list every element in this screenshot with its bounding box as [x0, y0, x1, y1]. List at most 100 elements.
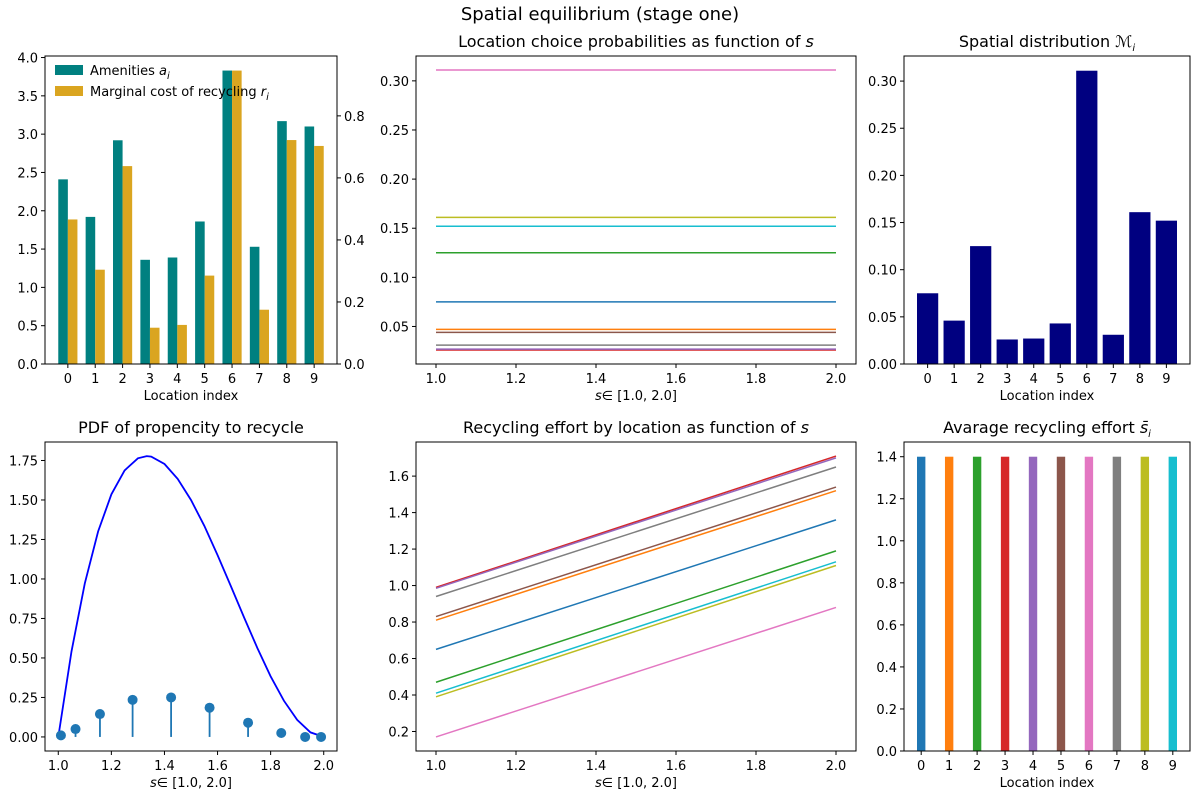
- bar-marginal-cost-9: [314, 145, 324, 364]
- y-tick-label-right: 0.8: [344, 110, 365, 125]
- legend-swatch-marginal-cost: [55, 86, 83, 96]
- x-tick-label: 0: [923, 372, 931, 387]
- x-tick-label: 7: [1113, 759, 1121, 774]
- x-tick-label: 7: [1109, 372, 1117, 387]
- legend-label-amenities-math: a: [159, 64, 167, 79]
- legend-label-marginal-cost-math: r: [261, 85, 268, 100]
- x-tick-label: 2: [977, 372, 985, 387]
- x-tick-label: 3: [1003, 372, 1011, 387]
- series-line-location-0: [435, 519, 837, 651]
- bar-marginal-cost-0: [67, 219, 78, 364]
- axes-title: Spatial distribution ℳi: [959, 32, 1136, 54]
- y-tick-label: 0.20: [868, 169, 897, 184]
- chart-spatial-distribution: 0.00 0.05 0.10 0.15 0.20 0.25 0.30 0 1 2 3 4 5 6 7 8 9 Sp…: [868, 32, 1191, 404]
- series-line-location-4: [435, 457, 837, 590]
- x-tick-label: 1.2: [506, 759, 527, 774]
- axes-title-subscript: i: [1132, 43, 1135, 54]
- x-axis-label: Location index: [1000, 776, 1095, 791]
- x-axis-label: s∈ [1.0, 2.0]: [595, 389, 677, 404]
- axes-title-math: s̄: [1140, 418, 1149, 437]
- x-tick-label: 8: [1141, 759, 1149, 774]
- stem-marker-4: [166, 692, 177, 703]
- x-tick-label: 1.6: [207, 759, 228, 774]
- x-axis-label: Location index: [144, 389, 239, 404]
- y-tick-label: 0.4: [876, 661, 897, 676]
- chart-amenities-cost: 0.0 0.5 1.0 1.5 2.0 2.5 3.0 3.5 4.0 0.0 0.2 0.4 0.6 0…: [17, 52, 364, 404]
- bar-amenities-8: [277, 121, 287, 364]
- y-tick-label: 0.25: [380, 124, 409, 139]
- bar-marginal-cost-5: [204, 275, 215, 364]
- x-axis-label-math: s: [150, 776, 157, 791]
- axes-title: PDF of propencity to recycle: [78, 418, 304, 437]
- y-tick-label: 0.25: [9, 691, 38, 706]
- legend-label-marginal-cost: Marginal cost of recycling ri: [90, 85, 269, 103]
- bar-amenities-5: [195, 221, 205, 364]
- bar-amenities-3: [140, 259, 150, 364]
- x-tick-label: 1.6: [666, 759, 687, 774]
- x-tick-label: 5: [1056, 372, 1064, 387]
- y-tick-label: 3.5: [17, 90, 38, 105]
- x-tick-label: 8: [283, 372, 291, 387]
- axes-title-subscript: i: [1148, 429, 1151, 440]
- axes-title-text: Spatial distribution: [959, 32, 1115, 51]
- axes-frame: [44, 55, 338, 365]
- series-line-location-7: [435, 466, 837, 598]
- x-tick-label: 2.0: [313, 759, 334, 774]
- x-tick-label: 4: [173, 372, 181, 387]
- stem-marker-7: [276, 727, 287, 738]
- x-axis-label-text: ∈ [1.0, 2.0]: [602, 776, 677, 791]
- bar-amenities-4: [167, 257, 178, 364]
- bar-location-5: [1049, 323, 1071, 364]
- bar-marginal-cost-8: [286, 140, 297, 364]
- bar-marginal-cost-4: [177, 324, 187, 364]
- x-axis-label: Location index: [1000, 389, 1095, 404]
- axes-title-math: s: [806, 32, 814, 51]
- y-tick-label: 1.0: [388, 580, 409, 595]
- x-tick-label: 3: [146, 372, 154, 387]
- series-line-location-3: [435, 455, 837, 589]
- y-tick-label: 0.00: [9, 731, 38, 746]
- bar-marginal-cost-7: [259, 309, 269, 364]
- figure-suptitle: Spatial equilibrium (stage one): [461, 4, 739, 25]
- x-tick-label: 1.0: [426, 372, 447, 387]
- bar-location-2: [972, 456, 982, 751]
- legend: Amenities ai Marginal cost of recycling r…: [55, 64, 269, 103]
- y-tick-label: 0.15: [868, 217, 897, 232]
- chart-average-recycling-effort: 0.0 0.2 0.4 0.6 0.8 1.0 1.2 1.4 0 1 2 3 4 5 6 7 8 9 Avarag…: [876, 418, 1191, 791]
- y-tick-label: 0.10: [868, 264, 897, 279]
- x-tick-label: 9: [1162, 372, 1170, 387]
- y-tick-label: 0.30: [868, 75, 897, 90]
- x-tick-label: 2: [973, 759, 981, 774]
- bar-location-1: [944, 456, 954, 751]
- y-tick-label-right: 0.4: [344, 234, 365, 249]
- bar-location-9: [1155, 220, 1177, 364]
- bar-location-2: [970, 246, 992, 364]
- series-line-location-6: [435, 606, 837, 738]
- axes-title-math: ℳ: [1115, 32, 1132, 51]
- y-tick-label: 0.2: [388, 725, 409, 740]
- stem-marker-0: [55, 730, 66, 741]
- bar-location-4: [1028, 456, 1038, 751]
- chart-pdf-propensity: 0.00 0.25 0.50 0.75 1.00 1.25 1.50 1.75 1.0 1.2 1.…: [9, 418, 338, 791]
- x-tick-label: 1: [950, 372, 958, 387]
- y-tick-label: 0.15: [380, 222, 409, 237]
- y-tick-label: 3.0: [17, 128, 38, 143]
- bar-amenities-0: [58, 179, 68, 364]
- x-axis-label-math: s: [595, 776, 602, 791]
- y-tick-label: 1.2: [876, 493, 897, 508]
- stem-marker-8: [300, 731, 311, 742]
- x-axis-label: s∈ [1.0, 2.0]: [595, 776, 677, 791]
- axes-title-text: PDF of propencity to recycle: [78, 418, 304, 437]
- axes-frame: [44, 441, 338, 752]
- x-axis-label-math: s: [595, 389, 602, 404]
- series-line-location-8: [435, 564, 837, 698]
- legend-label-amenities-subscript: i: [167, 71, 170, 82]
- y-tick-label: 0.75: [9, 612, 38, 627]
- legend-label-amenities-text: Amenities: [90, 64, 159, 79]
- y-tick-label: 0.0: [876, 745, 897, 760]
- bar-amenities-2: [113, 140, 123, 364]
- stem-marker-6: [243, 717, 254, 728]
- bar-location-6: [1084, 456, 1094, 751]
